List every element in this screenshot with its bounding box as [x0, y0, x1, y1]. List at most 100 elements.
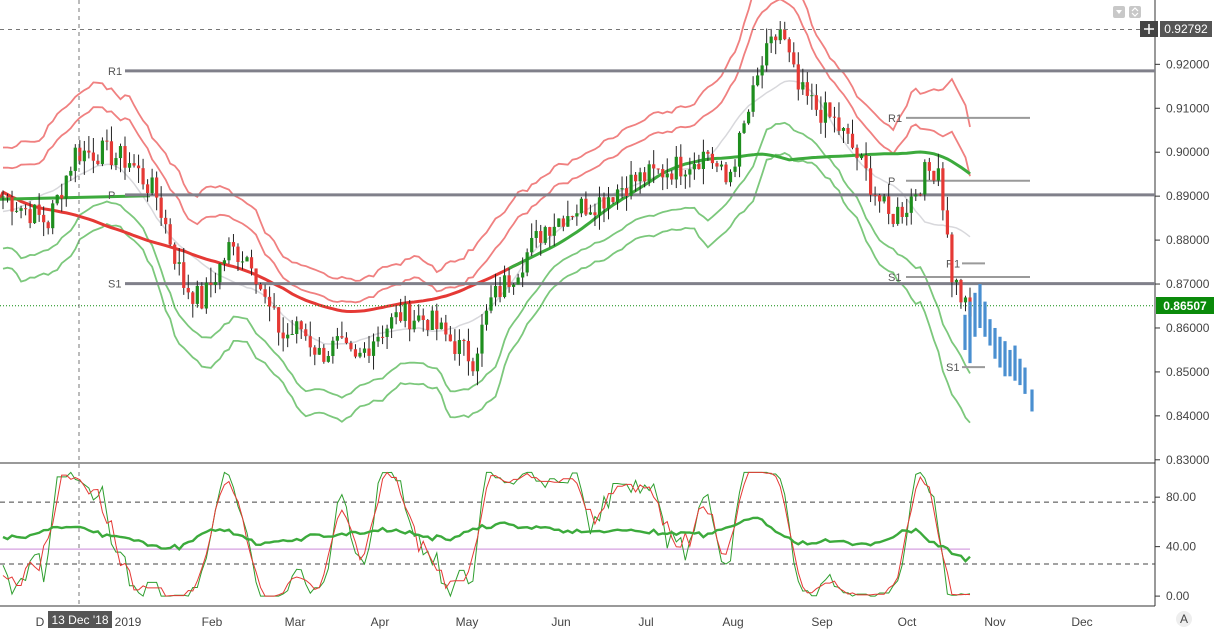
plus-icon	[1144, 24, 1154, 34]
candle	[832, 106, 837, 133]
candle-body	[941, 168, 945, 211]
candle-body	[155, 177, 159, 198]
candle-body	[548, 227, 552, 236]
candle-body	[141, 168, 145, 185]
candle	[37, 193, 41, 222]
chart-controls[interactable]	[1113, 6, 1141, 18]
candle	[498, 276, 502, 303]
candle	[308, 321, 312, 357]
candle-body	[557, 218, 561, 227]
candle-body	[665, 173, 669, 178]
candle-body	[629, 174, 633, 196]
candle	[141, 158, 145, 190]
candle	[390, 313, 394, 339]
candle	[624, 176, 629, 211]
candle	[33, 204, 37, 225]
candle-body	[873, 194, 877, 196]
maximize-button[interactable]	[1129, 6, 1141, 18]
candle-body	[118, 146, 123, 159]
candle-body	[923, 162, 927, 195]
candle-body	[444, 322, 448, 335]
candle-body	[670, 173, 674, 180]
candle	[484, 304, 489, 331]
candle-body	[159, 197, 163, 218]
time-tick-label: Jul	[638, 615, 653, 629]
candle	[471, 357, 475, 376]
candle	[679, 144, 683, 186]
candle	[615, 184, 620, 210]
candle-body	[552, 226, 556, 236]
candle	[186, 274, 190, 300]
candle-body	[543, 227, 547, 243]
candle-body	[164, 217, 168, 225]
candle-body	[697, 163, 701, 170]
candle	[10, 190, 14, 226]
candle-body	[136, 165, 141, 169]
oscillator-axis: 80.00 40.00 0.00	[1155, 490, 1196, 603]
candle	[710, 147, 715, 169]
price-tick-label: 0.85000	[1166, 365, 1210, 379]
candle	[837, 102, 841, 135]
candle	[688, 157, 692, 188]
candle	[421, 308, 425, 332]
candle-body	[417, 315, 421, 321]
candle	[769, 28, 773, 53]
candle	[859, 153, 864, 160]
time-tick-label: Mar	[285, 615, 306, 629]
candle	[674, 145, 678, 189]
last-price-tag: 0.86507	[1156, 297, 1214, 314]
time-tick-label: Sep	[811, 615, 833, 629]
candle-body	[471, 361, 475, 372]
candle-body	[1, 196, 5, 198]
candle	[340, 321, 344, 339]
candle	[525, 248, 529, 277]
candle	[557, 218, 561, 228]
candle	[195, 280, 199, 308]
candle	[281, 317, 285, 352]
candle-body	[530, 237, 534, 253]
candle	[602, 192, 606, 223]
candle-body	[82, 150, 86, 162]
candle	[868, 155, 873, 203]
price-tick-label: 0.87000	[1166, 277, 1210, 291]
candle	[882, 193, 886, 204]
crosshair-add-button[interactable]	[1140, 21, 1158, 37]
candle-body	[606, 197, 611, 209]
candle	[213, 272, 217, 294]
candle	[5, 193, 10, 203]
candle	[118, 143, 123, 173]
candle	[706, 149, 710, 162]
candle-body	[78, 147, 82, 162]
candle	[746, 109, 751, 125]
pivot-label-s1: S1	[108, 279, 121, 291]
osc-tick-label: 40.00	[1166, 540, 1196, 554]
candle	[227, 237, 231, 264]
candle	[326, 350, 330, 363]
candle-body	[855, 147, 859, 159]
candle-body	[466, 340, 471, 362]
candle	[317, 337, 321, 355]
candle-body	[950, 234, 954, 283]
candle	[91, 137, 95, 174]
candle-body	[918, 194, 922, 196]
candle	[408, 300, 412, 342]
candle	[611, 197, 615, 205]
candle	[923, 159, 927, 201]
candle-body	[218, 263, 222, 283]
candle	[918, 192, 922, 197]
crosshair-price: 0.92792	[1164, 22, 1208, 36]
candle	[634, 172, 638, 192]
crosshair-date: 13 Dec '18	[52, 613, 109, 627]
candle-body	[493, 286, 498, 298]
pivot-label-p: P	[108, 190, 115, 202]
time-tick-label: Apr	[371, 615, 390, 629]
candle	[150, 168, 154, 196]
candle-body	[534, 231, 538, 238]
candle-body	[945, 210, 950, 235]
candle-body	[109, 141, 114, 166]
candle-body	[358, 352, 362, 357]
candle-body	[231, 242, 236, 247]
axis-settings-button[interactable]: A	[1176, 611, 1192, 627]
candle	[805, 72, 809, 105]
